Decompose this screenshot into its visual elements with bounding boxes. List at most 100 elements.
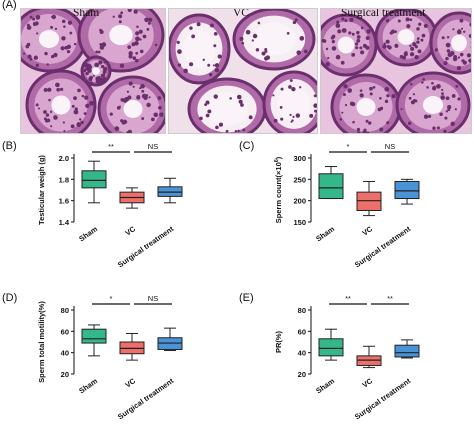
cell-nucleus: [55, 82, 60, 88]
cell-nucleus: [67, 20, 73, 25]
seminiferous-tubule: [25, 69, 97, 133]
cell-nucleus: [400, 108, 403, 111]
histology-image-surgical: Surgical treatment: [320, 8, 472, 134]
cell-nucleus: [128, 81, 133, 86]
cell-nucleus: [133, 9, 138, 14]
cell-nucleus: [409, 52, 415, 57]
cell-nucleus: [141, 117, 145, 120]
cell-nucleus: [349, 101, 354, 106]
cell-nucleus: [131, 42, 136, 47]
cell-nucleus: [335, 54, 341, 60]
cell-nucleus: [44, 51, 48, 56]
cell-nucleus: [122, 119, 128, 125]
cell-nucleus: [347, 88, 353, 93]
cell-nucleus: [452, 28, 455, 31]
tubule-lumen: [451, 34, 467, 52]
cell-nucleus: [127, 95, 132, 100]
cell-nucleus: [118, 20, 122, 24]
cell-nucleus: [455, 84, 459, 88]
cell-nucleus: [423, 23, 428, 29]
tubule-lumen: [51, 95, 71, 115]
cell-nucleus: [454, 108, 457, 111]
cell-nucleus: [95, 50, 99, 54]
y-tick-label: 200: [293, 197, 306, 206]
cell-nucleus: [70, 124, 75, 129]
x-category-label: VC: [360, 224, 374, 238]
cell-nucleus: [359, 46, 363, 50]
cell-nucleus: [238, 99, 243, 104]
cell-nucleus: [406, 24, 411, 29]
cell-nucleus: [358, 131, 361, 133]
cell-nucleus: [100, 64, 105, 69]
histology-title-surgical: Surgical treatment: [341, 8, 426, 19]
cell-nucleus: [118, 14, 123, 19]
cell-nucleus: [120, 98, 125, 102]
tubule-lumen: [38, 30, 60, 48]
cell-nucleus: [177, 63, 182, 67]
cell-nucleus: [446, 49, 451, 53]
cell-nucleus: [60, 87, 64, 91]
cell-nucleus: [377, 107, 382, 112]
cell-nucleus: [50, 25, 53, 29]
cell-nucleus: [128, 51, 133, 56]
cell-nucleus: [96, 63, 99, 67]
cell-nucleus: [445, 42, 451, 48]
seminiferous-tubule: [262, 70, 317, 133]
cell-nucleus: [469, 22, 471, 27]
cell-nucleus: [423, 114, 429, 119]
box-iqr: [394, 344, 420, 358]
tubule-lumen: [92, 67, 100, 75]
cell-nucleus: [450, 121, 455, 127]
cell-nucleus: [273, 118, 278, 123]
significance-label: **: [345, 294, 351, 303]
cell-nucleus: [421, 33, 426, 38]
cell-nucleus: [394, 43, 399, 48]
cell-nucleus: [213, 94, 218, 99]
panel-label: (E): [239, 292, 254, 304]
cell-nucleus: [456, 66, 462, 71]
cell-nucleus: [416, 27, 420, 31]
cell-nucleus: [385, 39, 390, 44]
cell-nucleus: [29, 57, 33, 61]
cell-nucleus: [445, 56, 449, 61]
cell-nucleus: [369, 86, 373, 91]
cell-nucleus: [26, 25, 32, 30]
cell-nucleus: [397, 19, 401, 23]
cell-nucleus: [212, 64, 215, 67]
cell-nucleus: [458, 29, 461, 32]
cell-nucleus: [426, 86, 429, 89]
cell-nucleus: [351, 32, 355, 36]
cell-nucleus: [386, 121, 390, 125]
cell-nucleus: [83, 112, 87, 115]
cell-nucleus: [92, 74, 95, 77]
cell-nucleus: [183, 68, 188, 74]
cell-nucleus: [432, 126, 436, 130]
cell-nucleus: [352, 120, 355, 124]
cell-nucleus: [365, 36, 370, 41]
cell-nucleus: [242, 128, 246, 132]
cell-nucleus: [53, 52, 58, 58]
cell-nucleus: [407, 121, 412, 125]
cell-nucleus: [342, 93, 346, 97]
cell-nucleus: [431, 81, 434, 85]
y-tick-label: 2.0: [59, 154, 69, 163]
cell-nucleus: [33, 55, 39, 60]
cell-nucleus: [344, 103, 348, 107]
seminiferous-tubule: [374, 9, 438, 67]
cell-nucleus: [257, 21, 261, 25]
box-surgical-treatment: [394, 339, 420, 359]
box-iqr: [356, 191, 382, 211]
cell-nucleus: [202, 58, 205, 61]
cell-nucleus: [252, 33, 258, 39]
cell-nucleus: [299, 36, 305, 41]
cell-nucleus: [43, 88, 48, 92]
box-sham: [318, 166, 344, 200]
tubule-lumen: [182, 30, 216, 68]
chart-panel-b: (B) 1.4 1.6 1.8 2.0 Testicular weigh (g) Sham V…: [2, 140, 183, 269]
cell-nucleus: [225, 129, 229, 133]
box-iqr: [318, 338, 344, 357]
cell-nucleus: [349, 17, 354, 22]
tubule-lumen: [397, 29, 415, 45]
cell-nucleus: [140, 83, 145, 89]
